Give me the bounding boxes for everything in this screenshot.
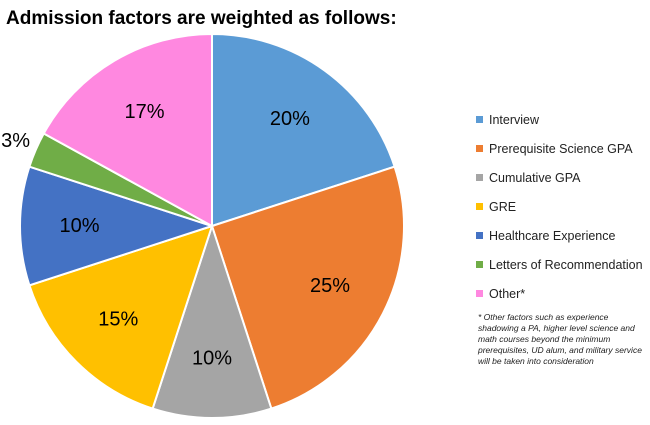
- legend-swatch: [476, 174, 483, 181]
- legend-item: Healthcare Experience: [476, 221, 648, 250]
- pie-slice-interview: [211, 32, 396, 228]
- legend-item: Interview: [476, 105, 648, 134]
- legend-label: Cumulative GPA: [489, 170, 581, 185]
- pie-slice-healthcare-experience: [19, 165, 216, 287]
- data-label: 17%: [125, 101, 165, 123]
- chart-title: Admission factors are weighted as follow…: [6, 8, 397, 29]
- data-label: 10%: [60, 215, 100, 237]
- legend-swatch: [476, 145, 483, 152]
- pie-slice-other: [42, 32, 213, 228]
- data-label: 3%: [1, 130, 30, 152]
- legend-label: Interview: [489, 112, 540, 127]
- legend-item: Other*: [476, 279, 648, 308]
- data-label: 20%: [270, 108, 310, 130]
- pie-slice-cumulative-gpa: [151, 222, 273, 419]
- pie-slice-prerequisite-science-gpa: [210, 165, 405, 410]
- data-label: 25%: [310, 275, 350, 297]
- legend-swatch: [476, 232, 483, 239]
- pie-slice-gre: [28, 224, 214, 410]
- legend-swatch: [476, 203, 483, 210]
- legend-swatch: [476, 116, 483, 123]
- legend-item: GRE: [476, 192, 648, 221]
- chart-legend: Interview Prerequisite Science GPA Cumulat…: [476, 105, 648, 308]
- data-label: 15%: [98, 309, 138, 331]
- legend-label: Letters of Recommendation: [489, 257, 643, 272]
- legend-item: Letters of Recommendation: [476, 250, 648, 279]
- legend-swatch: [476, 290, 483, 297]
- legend-label: Prerequisite Science GPA: [489, 141, 633, 156]
- legend-label: Healthcare Experience: [489, 228, 616, 243]
- data-label: 10%: [192, 347, 232, 369]
- legend-item: Cumulative GPA: [476, 163, 648, 192]
- legend-swatch: [476, 261, 483, 268]
- legend-label: GRE: [489, 199, 517, 214]
- legend-item: Prerequisite Science GPA: [476, 134, 648, 163]
- legend-label: Other*: [489, 286, 526, 301]
- footnote: * Other factors such as experience shado…: [478, 312, 642, 367]
